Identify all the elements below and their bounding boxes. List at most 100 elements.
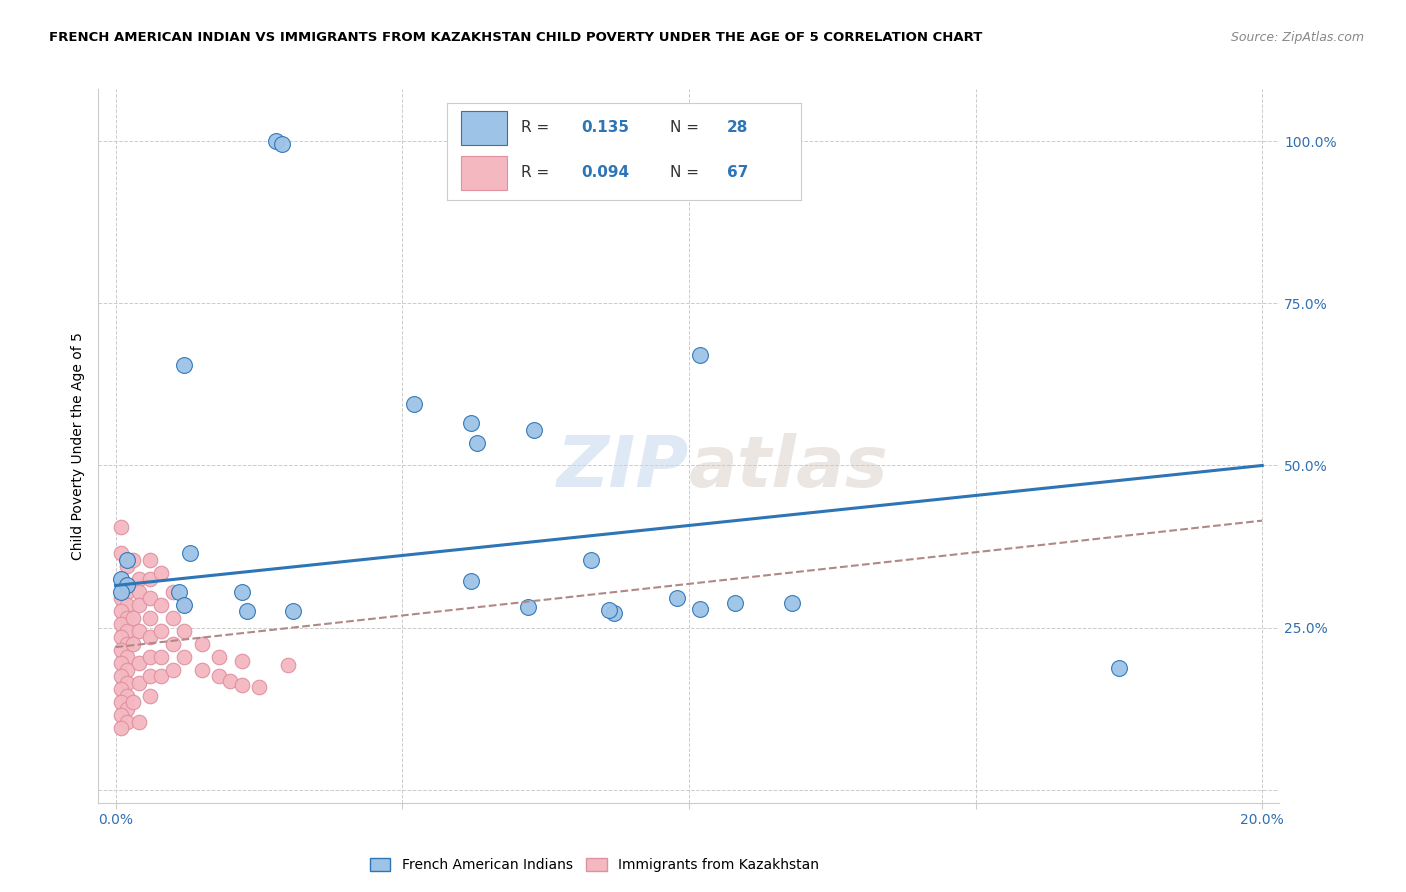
Point [115, 649, 138, 664]
Point [128, 675, 150, 690]
Point [167, 585, 190, 599]
Point [110, 695, 132, 709]
Point [128, 657, 150, 671]
Point [128, 598, 150, 612]
Point [110, 631, 132, 645]
Point [465, 435, 488, 450]
Point [150, 669, 173, 683]
Point [115, 675, 138, 690]
Point [1108, 661, 1130, 675]
Point [689, 348, 711, 362]
Point [110, 669, 132, 683]
Point [139, 669, 162, 683]
Point [128, 714, 150, 729]
Point [139, 591, 162, 606]
Point [517, 599, 540, 614]
Point [110, 546, 132, 560]
Point [110, 708, 132, 723]
Point [231, 585, 253, 599]
Point [110, 572, 132, 586]
Point [236, 604, 259, 618]
Point [689, 602, 711, 616]
Point [128, 572, 150, 586]
Point [173, 598, 195, 612]
Point [173, 649, 195, 664]
Point [139, 649, 162, 664]
Point [128, 585, 150, 599]
Point [150, 649, 173, 664]
Point [115, 714, 138, 729]
Point [110, 604, 132, 618]
Point [121, 637, 143, 651]
Point [208, 669, 231, 683]
Point [115, 624, 138, 638]
Point [179, 546, 201, 560]
Point [150, 624, 173, 638]
Point [139, 631, 162, 645]
Point [115, 552, 138, 566]
Point [139, 572, 162, 586]
Point [150, 566, 173, 580]
Point [115, 578, 138, 592]
Point [115, 611, 138, 625]
Point [780, 596, 803, 610]
Point [150, 598, 173, 612]
Point [247, 681, 270, 695]
Legend: French American Indians, Immigrants from Kazakhstan: French American Indians, Immigrants from… [364, 853, 825, 878]
Point [277, 658, 299, 673]
Y-axis label: Child Poverty Under the Age of 5: Child Poverty Under the Age of 5 [72, 332, 86, 560]
Point [598, 603, 620, 617]
Point [115, 585, 138, 599]
Point [121, 552, 143, 566]
Point [270, 137, 292, 152]
Text: Source: ZipAtlas.com: Source: ZipAtlas.com [1230, 31, 1364, 45]
Point [110, 721, 132, 735]
Point [139, 689, 162, 703]
Point [110, 591, 132, 606]
Point [581, 552, 603, 566]
Point [208, 649, 231, 664]
Point [121, 695, 143, 709]
Point [110, 520, 132, 534]
Point [523, 423, 546, 437]
Point [110, 643, 132, 657]
Point [173, 624, 195, 638]
Point [115, 689, 138, 703]
Point [115, 552, 138, 566]
Point [115, 637, 138, 651]
Point [115, 598, 138, 612]
Point [190, 637, 212, 651]
Text: atlas: atlas [689, 433, 889, 502]
Point [603, 607, 626, 621]
Text: ZIP: ZIP [557, 433, 689, 502]
Point [121, 611, 143, 625]
Point [139, 611, 162, 625]
Point [115, 559, 138, 574]
Point [162, 663, 184, 677]
Point [162, 637, 184, 651]
Point [666, 591, 689, 606]
Point [139, 552, 162, 566]
Point [110, 657, 132, 671]
Point [264, 134, 287, 148]
Text: FRENCH AMERICAN INDIAN VS IMMIGRANTS FROM KAZAKHSTAN CHILD POVERTY UNDER THE AGE: FRENCH AMERICAN INDIAN VS IMMIGRANTS FRO… [49, 31, 983, 45]
Point [173, 598, 195, 612]
Point [110, 572, 132, 586]
Point [402, 397, 425, 411]
Point [724, 596, 747, 610]
Point [110, 682, 132, 697]
Point [110, 617, 132, 632]
Point [110, 585, 132, 599]
Point [162, 585, 184, 599]
Point [173, 358, 195, 372]
Point [162, 611, 184, 625]
Point [190, 663, 212, 677]
Point [231, 654, 253, 668]
Point [115, 663, 138, 677]
Point [460, 417, 482, 431]
Point [219, 673, 242, 688]
Point [115, 702, 138, 716]
Point [460, 574, 482, 588]
Point [231, 678, 253, 692]
Point [283, 604, 305, 618]
